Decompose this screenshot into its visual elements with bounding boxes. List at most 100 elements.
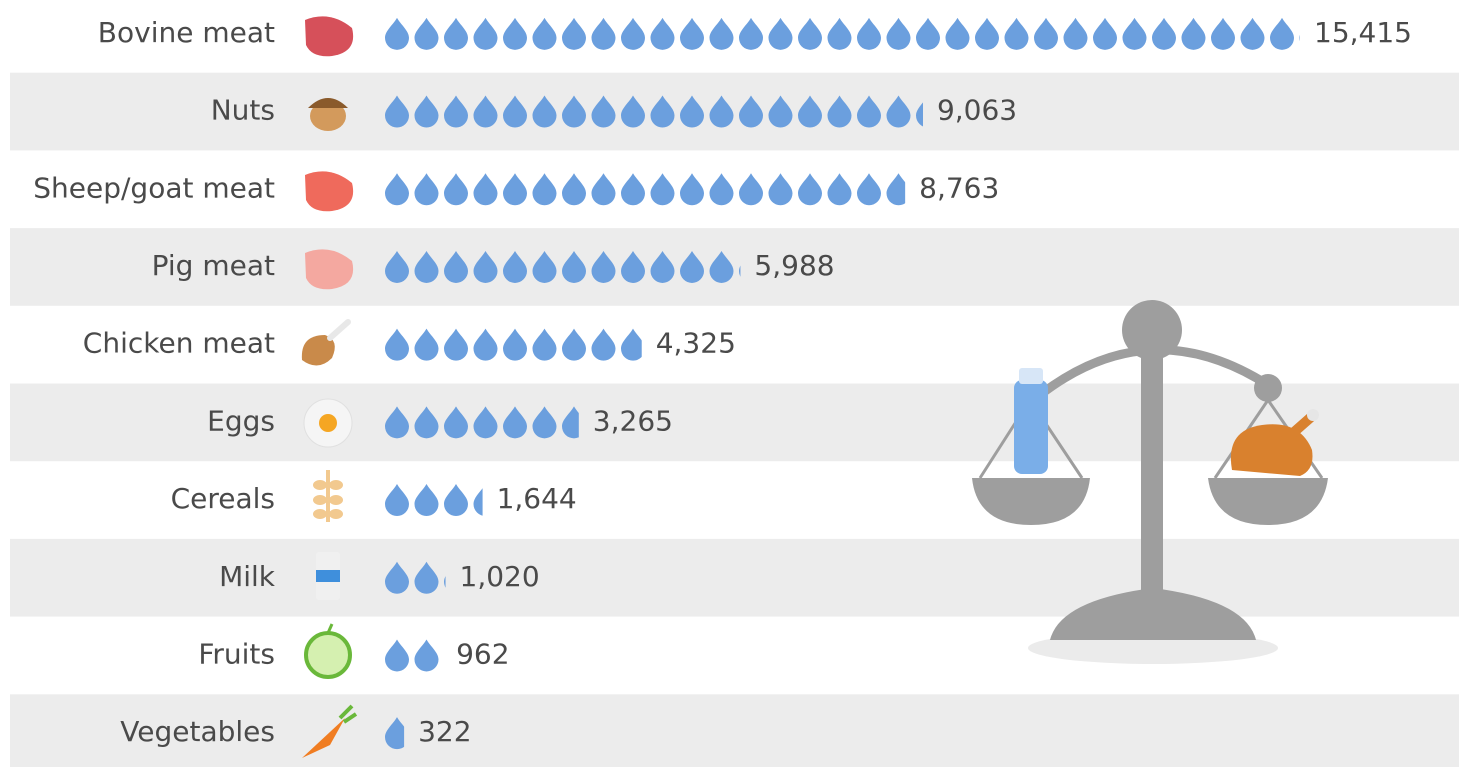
drop [591,173,616,206]
drop [591,250,616,283]
drop-bar [385,173,906,206]
drop [1034,17,1058,50]
drop [650,173,675,206]
drop [414,173,439,206]
drop [739,95,763,128]
scale-illustration [972,300,1328,664]
drop [503,95,527,128]
drop [857,173,881,206]
value-label: 9,063 [937,94,1017,127]
drop [385,561,409,594]
drop [444,576,446,588]
row-band [10,72,1459,151]
drop [532,17,557,50]
drop [1181,17,1206,50]
drop [621,17,645,50]
value-label: 5,988 [754,249,834,282]
drop [473,95,498,128]
drop [650,17,675,50]
icon-chicken [301,319,351,366]
drop [562,250,586,283]
icon-vegetables [302,704,358,758]
rows: Bovine meat 15,415 Nuts 9,063 Sheep/goat mea… [33,16,1412,750]
drop [739,173,763,206]
icon-bovine [305,16,354,57]
drop [444,250,468,283]
icon-milk [316,552,340,600]
drop [798,17,822,50]
value-label: 8,763 [919,171,999,204]
drop [680,250,704,283]
drop [1063,17,1088,50]
drop [739,17,763,50]
drop-bar [385,639,439,672]
drop [385,717,405,750]
value-label: 1,020 [460,560,540,593]
drop [621,95,645,128]
drop [680,95,704,128]
drop [621,173,645,206]
drop-bar [385,717,405,750]
drop [591,95,616,128]
drop [562,95,586,128]
drop [503,17,527,50]
drop [414,406,439,439]
value-label: 1,644 [497,482,577,515]
drop [385,328,409,361]
category-label: Pig meat [152,249,275,282]
drop [532,173,557,206]
drop [414,17,439,50]
drop [562,173,586,206]
drop [621,328,642,361]
icon-pig [305,249,354,290]
drop [1122,17,1147,50]
drop [414,250,439,283]
drop [650,250,675,283]
row-bands [10,72,1459,767]
drop [444,95,468,128]
drop [975,17,999,50]
drop [916,102,923,127]
category-label: Vegetables [120,715,275,748]
drop-bar [385,17,1300,50]
drop-bar [385,561,446,594]
drop [444,173,468,206]
value-label: 4,325 [656,327,736,360]
drop [709,173,734,206]
drop [768,17,793,50]
drop [680,173,704,206]
drop [444,17,468,50]
drop [503,328,527,361]
drop [709,95,734,128]
drop [916,17,940,50]
drop [1211,17,1235,50]
drop-bar [385,250,741,283]
drop [739,265,741,277]
value-label: 962 [456,637,509,670]
drop [562,17,586,50]
category-label: Sheep/goat meat [33,171,275,204]
drop [650,95,675,128]
drop [385,173,409,206]
icon-nuts [308,98,348,131]
row-band [10,694,1459,767]
value-label: 3,265 [593,404,673,437]
drop [857,95,881,128]
drop [1093,17,1117,50]
drop-bar [385,95,923,128]
drop [473,250,498,283]
drop [444,484,468,517]
category-label: Cereals [171,482,275,515]
drop [768,173,793,206]
drop [414,561,439,594]
drop [1004,17,1029,50]
row-band [10,228,1459,306]
drop [503,250,527,283]
drop [414,95,439,128]
drop [827,173,852,206]
category-label: Fruits [198,637,275,670]
drop [385,406,409,439]
drop [444,406,468,439]
drop [473,17,498,50]
